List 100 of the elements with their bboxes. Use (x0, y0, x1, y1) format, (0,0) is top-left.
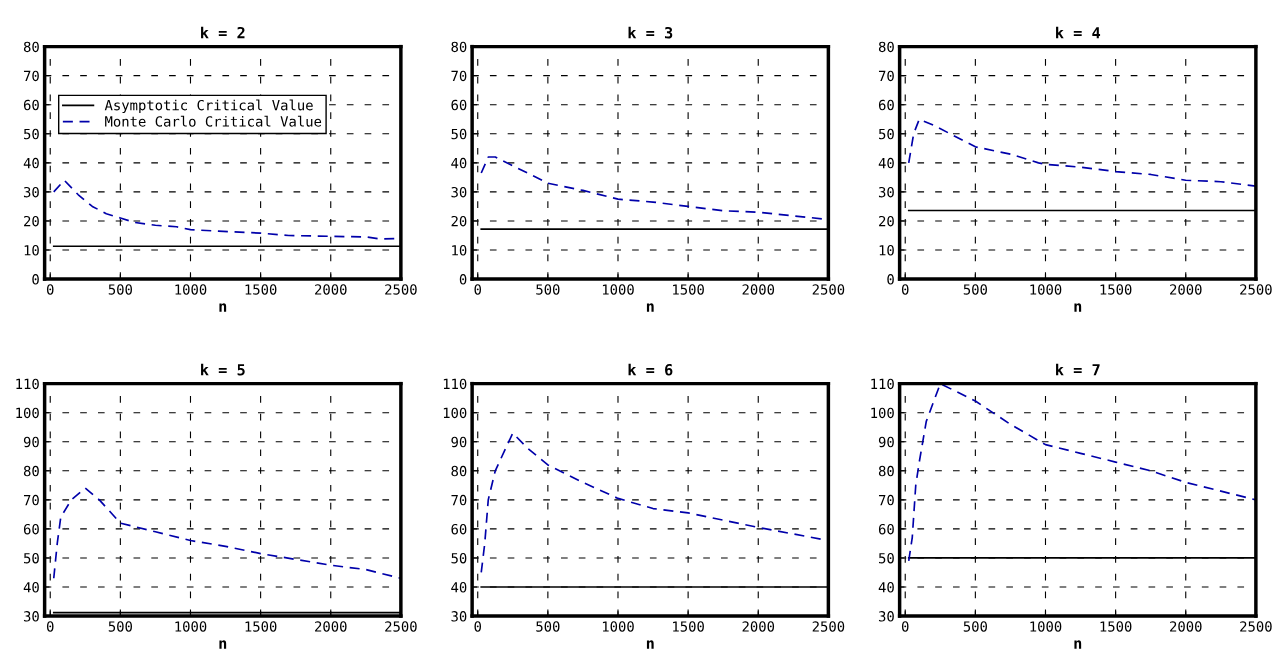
y-tick-label: 110 (16, 378, 39, 390)
y-tick-label: 30 (451, 186, 467, 198)
y-tick-label: 60 (451, 99, 467, 111)
line-series (907, 118, 1256, 187)
x-tick-label: 500 (108, 284, 133, 295)
line-series (907, 383, 1256, 562)
y-tick-label: 80 (23, 465, 39, 477)
y-tick-label: 80 (878, 465, 894, 477)
x-axis-title: n (1074, 303, 1082, 312)
chart-title: k = 4 (1056, 26, 1101, 39)
y-tick-label: 50 (24, 552, 39, 564)
x-tick-label: 500 (963, 284, 988, 295)
y-tick-label: 0 (32, 274, 39, 285)
x-tick-label: 2500 (385, 621, 417, 632)
y-tick-label: 10 (24, 244, 39, 256)
x-tick-label: 1500 (245, 621, 277, 632)
x-tick-label: 0 (474, 284, 482, 295)
x-tick-label: 0 (46, 621, 54, 632)
y-tick-label: 10 (879, 244, 894, 256)
x-axis-title: n (219, 303, 227, 312)
x-tick-label: 2500 (1240, 284, 1272, 295)
y-tick-label: 0 (459, 274, 467, 285)
x-tick-label: 2000 (742, 621, 775, 632)
y-tick-label: 60 (23, 99, 39, 111)
x-tick-label: 500 (536, 621, 560, 632)
y-tick-label: 110 (443, 378, 467, 390)
x-tick-label: 2500 (812, 284, 845, 295)
y-tick-label: 70 (23, 70, 39, 82)
y-tick-label: 30 (878, 186, 894, 198)
y-tick-label: 30 (878, 611, 894, 622)
y-tick-label: 60 (451, 523, 467, 535)
y-tick-label: 60 (878, 99, 894, 111)
y-tick-label: 30 (23, 186, 39, 198)
y-tick-label: 20 (24, 215, 39, 227)
y-tick-label: 100 (16, 407, 39, 419)
x-tick-label: 1500 (245, 284, 277, 295)
y-tick-label: 50 (24, 128, 39, 140)
x-axis-title: n (646, 303, 654, 312)
x-axis-title: n (219, 640, 227, 649)
y-tick-label: 80 (23, 41, 39, 53)
y-tick-label: 80 (451, 41, 467, 53)
y-tick-label: 50 (879, 552, 894, 564)
y-tick-label: 90 (451, 436, 467, 448)
y-tick-label: 70 (878, 494, 894, 506)
y-tick-label: 80 (878, 41, 894, 53)
x-axis-title: n (1074, 640, 1082, 649)
chart-title: k = 6 (628, 363, 673, 376)
legend-label: Asymptotic Critical Value (104, 99, 313, 114)
y-tick-label: 60 (878, 523, 894, 535)
y-tick-label: 40 (878, 582, 894, 593)
y-tick-label: 10 (452, 244, 467, 256)
x-tick-label: 2500 (1240, 621, 1272, 632)
x-tick-label: 1000 (602, 284, 634, 295)
y-tick-label: 40 (23, 582, 39, 593)
x-tick-label: 1000 (1030, 284, 1062, 295)
y-tick-label: 30 (23, 611, 39, 622)
x-tick-label: 1000 (175, 284, 207, 295)
y-tick-label: 90 (878, 436, 894, 448)
y-tick-label: 100 (443, 407, 467, 419)
x-tick-label: 2000 (1170, 284, 1202, 295)
y-tick-label: 0 (887, 274, 894, 285)
y-tick-label: 40 (451, 582, 467, 593)
x-tick-label: 2000 (315, 284, 347, 295)
y-tick-label: 110 (871, 378, 894, 390)
y-tick-label: 90 (23, 436, 39, 448)
x-tick-label: 1500 (673, 284, 704, 295)
y-tick-label: 20 (451, 215, 467, 227)
y-tick-label: 50 (451, 128, 467, 140)
x-tick-label: 1500 (673, 621, 704, 632)
line-series (52, 487, 401, 580)
y-tick-label: 80 (451, 465, 467, 477)
x-tick-label: 500 (108, 621, 133, 632)
y-tick-label: 20 (879, 215, 894, 227)
x-tick-label: 0 (901, 621, 909, 632)
x-tick-label: 0 (901, 284, 909, 295)
x-tick-label: 1000 (175, 621, 207, 632)
y-tick-label: 70 (451, 70, 467, 82)
chart-title: k = 2 (201, 26, 245, 39)
y-tick-label: 50 (451, 552, 467, 564)
x-tick-label: 2000 (742, 284, 775, 295)
x-tick-label: 1000 (602, 621, 634, 632)
y-tick-label: 50 (879, 128, 894, 140)
x-tick-label: 2500 (812, 621, 845, 632)
x-tick-label: 1500 (1100, 284, 1132, 295)
x-tick-label: 2000 (315, 621, 347, 632)
x-tick-label: 2000 (1170, 621, 1202, 632)
chart-title: k = 7 (1056, 363, 1100, 376)
x-tick-label: 1500 (1100, 621, 1132, 632)
y-tick-label: 30 (451, 611, 467, 622)
chart-title: k = 5 (201, 363, 245, 376)
legend-label: Monte Carlo Critical Value (105, 115, 322, 127)
y-tick-label: 70 (451, 494, 467, 506)
y-tick-label: 100 (871, 407, 894, 419)
y-tick-label: 40 (878, 157, 894, 169)
x-tick-label: 0 (474, 621, 482, 632)
x-axis-title: n (646, 640, 654, 649)
y-tick-label: 40 (23, 157, 39, 169)
y-tick-label: 70 (878, 70, 894, 82)
x-tick-label: 2500 (385, 284, 417, 295)
y-tick-label: 70 (23, 494, 39, 506)
